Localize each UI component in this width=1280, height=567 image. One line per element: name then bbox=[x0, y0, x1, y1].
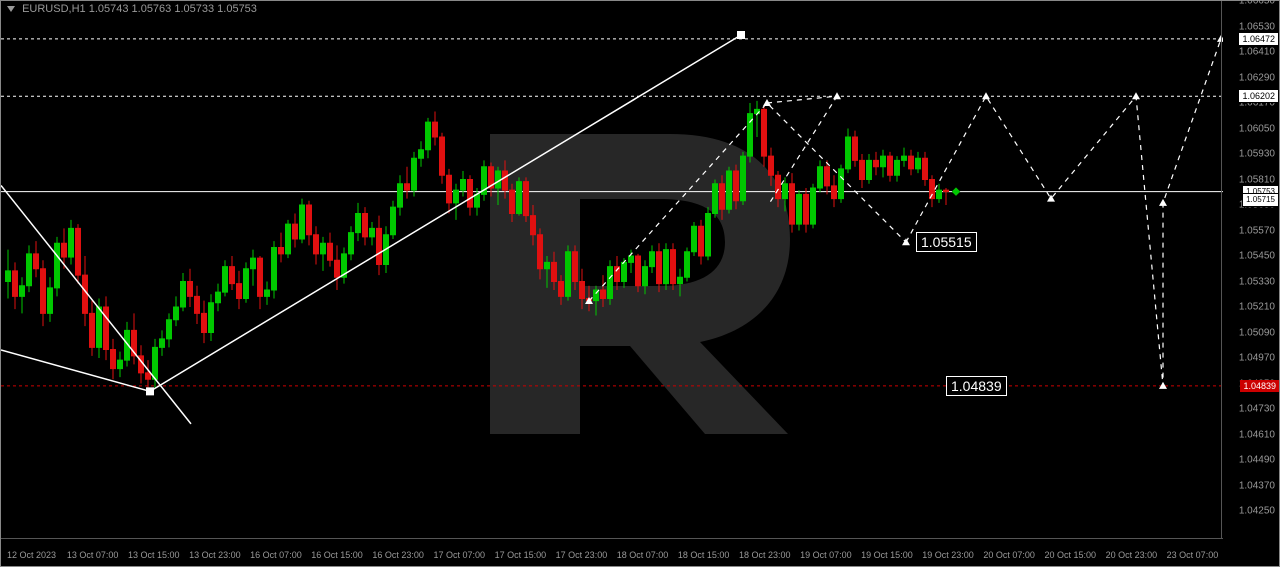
y-axis: 1.066501.065301.064101.062901.061701.060… bbox=[1222, 1, 1279, 539]
x-tick: 19 Oct 07:00 bbox=[800, 550, 852, 560]
y-tick: 1.05930 bbox=[1239, 149, 1275, 160]
price-label: 1.05715 bbox=[1242, 193, 1279, 207]
price-label: 1.06472 bbox=[1238, 32, 1279, 46]
y-tick: 1.04490 bbox=[1239, 455, 1275, 466]
y-tick: 1.05810 bbox=[1239, 174, 1275, 185]
y-tick: 1.06530 bbox=[1239, 21, 1275, 32]
x-tick: 20 Oct 07:00 bbox=[983, 550, 1035, 560]
y-tick: 1.06050 bbox=[1239, 123, 1275, 134]
x-tick: 16 Oct 07:00 bbox=[250, 550, 302, 560]
x-tick: 18 Oct 07:00 bbox=[617, 550, 669, 560]
y-tick: 1.06650 bbox=[1239, 0, 1275, 7]
x-axis: 12 Oct 2023 13 Oct 07:00 13 Oct 15:00 13 Oc… bbox=[1, 538, 1223, 566]
x-tick: 12 Oct 2023 bbox=[7, 550, 56, 560]
x-tick: 17 Oct 07:00 bbox=[433, 550, 485, 560]
x-tick: 16 Oct 23:00 bbox=[372, 550, 424, 560]
y-tick: 1.04250 bbox=[1239, 506, 1275, 517]
chart-container[interactable]: EURUSD,H1 1.05743 1.05763 1.05733 1.0575… bbox=[0, 0, 1280, 567]
y-tick: 1.04610 bbox=[1239, 429, 1275, 440]
y-tick: 1.05450 bbox=[1239, 251, 1275, 262]
dropdown-triangle-icon bbox=[7, 6, 15, 12]
x-tick: 17 Oct 15:00 bbox=[495, 550, 547, 560]
symbol-label: EURUSD,H1 bbox=[22, 3, 86, 15]
y-tick: 1.06290 bbox=[1239, 72, 1275, 83]
x-tick: 16 Oct 15:00 bbox=[311, 550, 363, 560]
x-tick: 18 Oct 23:00 bbox=[739, 550, 791, 560]
x-tick: 20 Oct 15:00 bbox=[1044, 550, 1096, 560]
x-tick: 20 Oct 23:00 bbox=[1106, 550, 1158, 560]
x-tick: 17 Oct 23:00 bbox=[556, 550, 608, 560]
price-annotation: 1.05515 bbox=[916, 232, 977, 252]
x-tick: 18 Oct 15:00 bbox=[678, 550, 730, 560]
x-tick: 19 Oct 15:00 bbox=[861, 550, 913, 560]
y-tick: 1.04730 bbox=[1239, 404, 1275, 415]
x-tick: 13 Oct 15:00 bbox=[128, 550, 180, 560]
ohlc-label: 1.05743 1.05763 1.05733 1.05753 bbox=[89, 3, 257, 15]
x-tick: 13 Oct 07:00 bbox=[67, 550, 119, 560]
y-tick: 1.06410 bbox=[1239, 47, 1275, 58]
y-tick: 1.05570 bbox=[1239, 225, 1275, 236]
x-tick: 13 Oct 23:00 bbox=[189, 550, 241, 560]
x-tick: 19 Oct 23:00 bbox=[922, 550, 974, 560]
x-tick: 23 Oct 07:00 bbox=[1167, 550, 1219, 560]
title-bar: EURUSD,H1 1.05743 1.05763 1.05733 1.0575… bbox=[7, 3, 257, 15]
y-tick: 1.04970 bbox=[1239, 353, 1275, 364]
chart-plot[interactable] bbox=[1, 1, 1223, 539]
y-tick: 1.05210 bbox=[1239, 302, 1275, 313]
price-annotation: 1.04839 bbox=[946, 376, 1007, 396]
y-tick: 1.04370 bbox=[1239, 480, 1275, 491]
y-tick: 1.05090 bbox=[1239, 327, 1275, 338]
price-label: 1.04839 bbox=[1240, 380, 1279, 392]
price-label: 1.06202 bbox=[1238, 89, 1279, 103]
y-tick: 1.05330 bbox=[1239, 276, 1275, 287]
